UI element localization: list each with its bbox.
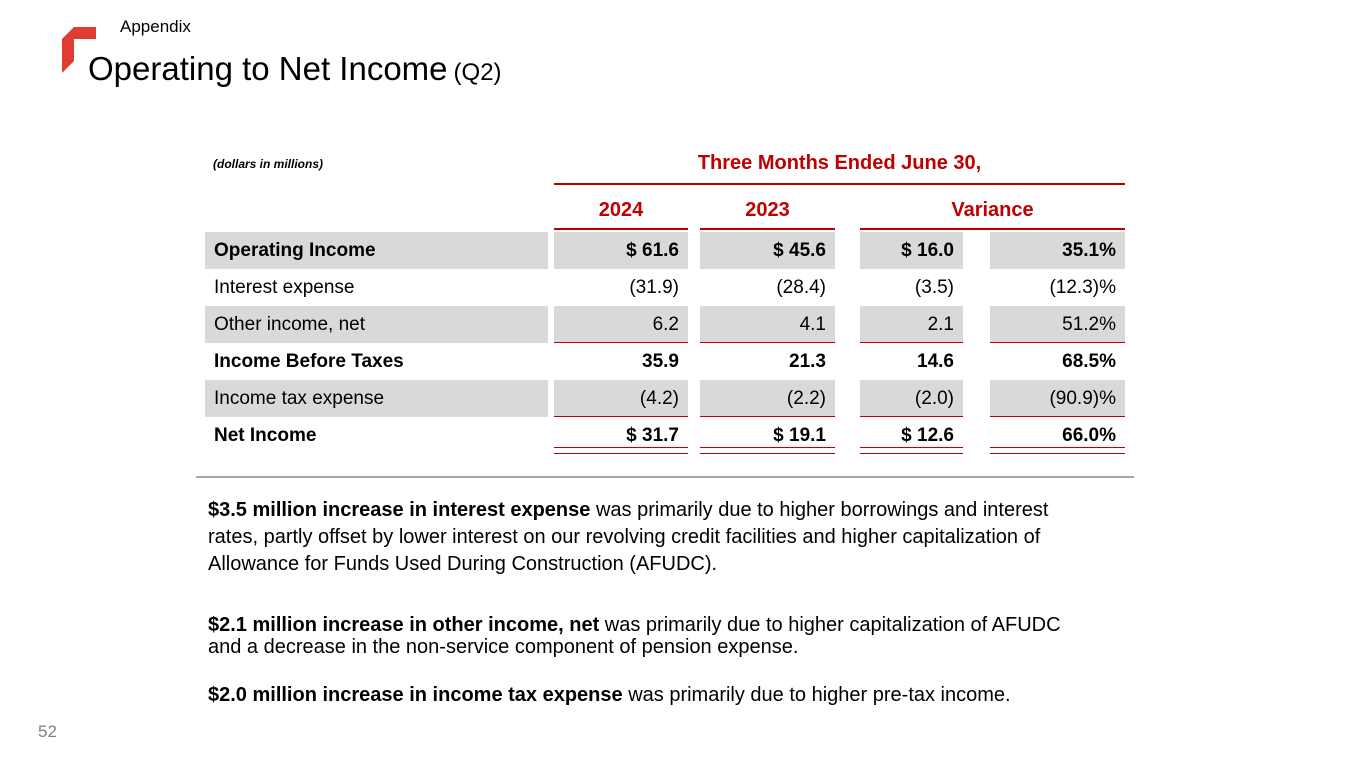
table-row: Other income, net 6.2 4.1 2.1 51.2% [205,306,1125,343]
table-row: Income tax expense (4.2) (2.2) (2.0) (90.9)% [205,380,1125,417]
row-value: (90.9)% [990,380,1125,417]
units-note: (dollars in millions) [213,157,324,171]
row-value: (4.2) [554,380,688,417]
column-header-row: 2024 2023 Variance [205,188,1125,232]
row-value: 21.3 [789,350,826,372]
row-value: 6.2 [554,306,688,343]
row-label: Interest expense [214,276,355,298]
row-label: Operating Income [205,232,548,269]
row-value: 66.0% [990,417,1125,454]
row-label: Net Income [214,424,317,446]
table-body: Operating Income $ 61.6 $ 45.6 $ 16.0 35.1% I… [205,232,1125,454]
income-statement-table: (dollars in millions) Three Months Ended… [205,148,1125,454]
row-value: $ 19.1 [700,417,835,454]
note-interest-expense: $3.5 million increase in interest expens… [208,497,1093,578]
row-value: $ 45.6 [700,232,835,269]
slide-title-text: Operating to Net Income [88,50,448,87]
brand-corner-icon [62,27,96,73]
row-value: (3.5) [914,276,954,298]
appendix-label: Appendix [120,17,191,36]
note-lead: $3.5 million increase in interest expens… [208,499,591,521]
row-value: (28.4) [776,276,826,298]
note-lead: $2.1 million increase in other income, n… [208,614,600,636]
row-value: 14.6 [917,350,954,372]
row-value: 2.1 [860,306,963,343]
row-value: $ 31.7 [554,417,688,454]
notes-section: $3.5 million increase in interest expens… [208,497,1093,706]
col-header-2024: 2024 [554,192,688,230]
note-lead: $2.0 million increase in income tax expe… [208,684,623,706]
table-top-header: (dollars in millions) Three Months Ended… [205,148,1125,188]
row-value: 35.1% [990,232,1125,269]
row-label: Income tax expense [205,380,548,417]
row-value: $ 61.6 [554,232,688,269]
col-header-2023: 2023 [700,192,835,230]
row-label: Income Before Taxes [214,350,404,372]
note-text: was primarily due to higher pre-tax inco… [622,684,1011,706]
row-value: (31.9) [629,276,679,298]
table-row: Net Income $ 31.7 $ 19.1 $ 12.6 66.0% [205,417,1125,454]
page-number: 52 [38,722,57,741]
slide-title: Operating to Net Income (Q2) [88,50,502,88]
row-value: $ 12.6 [860,417,963,454]
table-row: Income Before Taxes 35.9 21.3 14.6 68.5% [205,343,1125,380]
col-header-variance: Variance [860,192,1125,230]
table-row: Operating Income $ 61.6 $ 45.6 $ 16.0 35.1% [205,232,1125,269]
note-income-tax: $2.0 million increase in income tax expe… [208,684,1093,706]
row-value: 68.5% [1062,350,1116,372]
row-value: (2.0) [860,380,963,417]
row-value: 35.9 [642,350,679,372]
divider-line [196,476,1134,478]
row-label: Other income, net [205,306,548,343]
table-row: Interest expense (31.9) (28.4) (3.5) (12.3)% [205,269,1125,306]
row-value: 4.1 [700,306,835,343]
slide-title-suffix: (Q2) [453,59,502,86]
note-text: was primarily due to higher capitalizati… [208,614,1061,658]
note-text: was primarily due to higher borrowings a… [208,499,1049,575]
row-value: 51.2% [990,306,1125,343]
row-value: (12.3)% [1049,276,1116,298]
row-value: $ 16.0 [860,232,963,269]
row-value: (2.2) [700,380,835,417]
period-header: Three Months Ended June 30, [554,152,1125,185]
note-other-income: $2.1 million increase in other income, n… [208,614,1093,658]
